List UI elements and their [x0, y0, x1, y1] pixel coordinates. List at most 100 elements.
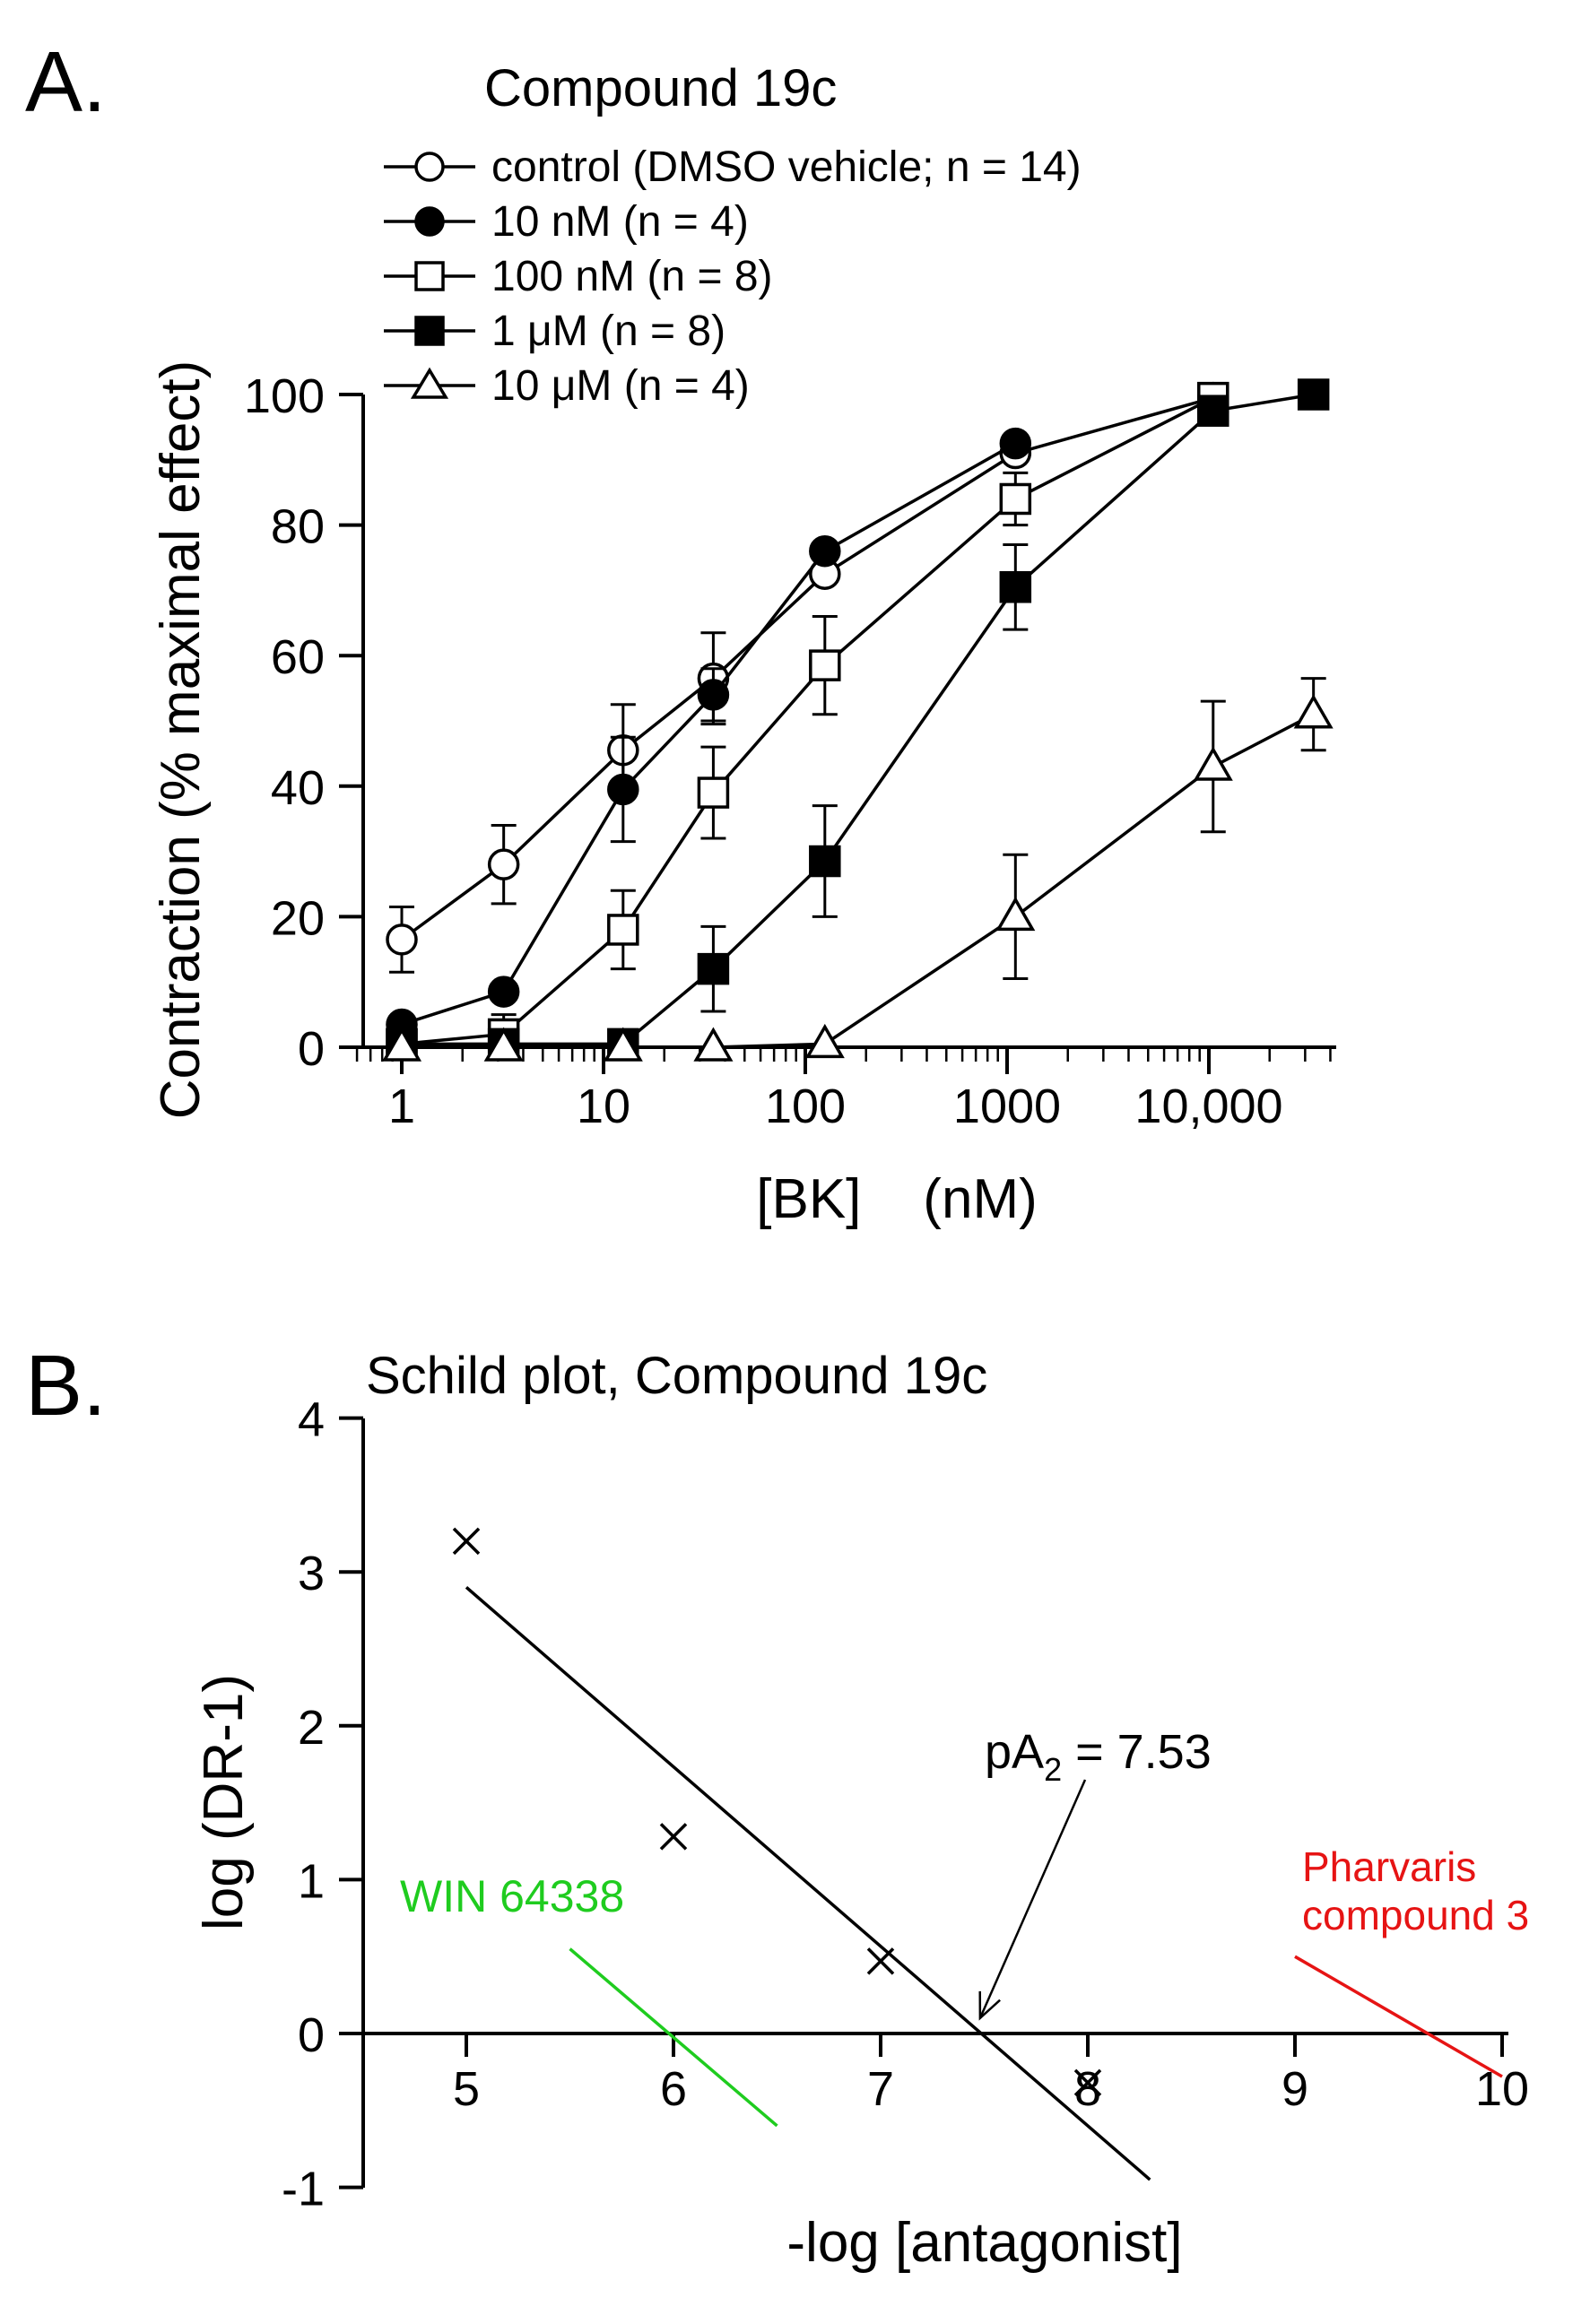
- pharvaris-label-line2: compound 3: [1302, 1892, 1529, 1938]
- y-tick-label: 20: [271, 891, 325, 945]
- data-point: [487, 976, 520, 1008]
- pa2-subscript: 2: [1044, 1751, 1062, 1788]
- y-tick-label: -1: [282, 2163, 325, 2216]
- panel-a: A. Compound 19c control (DMSO vehicle; n…: [25, 34, 1336, 1230]
- y-tick-label: 0: [298, 2008, 325, 2062]
- data-point: [999, 482, 1032, 516]
- y-tick-label: 3: [298, 1547, 325, 1600]
- data-point: [381, 1027, 422, 1062]
- x-tick-label: 7: [867, 2062, 894, 2116]
- legend-entry: 100 nM (n = 8): [384, 253, 773, 300]
- data-point: [1193, 746, 1233, 781]
- panel-a-series: [381, 378, 1334, 1062]
- x-tick-label: 10: [577, 1080, 630, 1133]
- pa2-text: pA: [985, 1725, 1044, 1779]
- y-tick-label: 60: [271, 630, 325, 684]
- legend-entry: 10 μM (n = 4): [384, 362, 750, 410]
- data-point: [1293, 694, 1334, 729]
- x-tick-label: 8: [1074, 2062, 1101, 2116]
- data-point: [697, 952, 730, 985]
- win64338-label: WIN 64338: [400, 1871, 624, 1921]
- series: [386, 427, 1032, 1041]
- series: [386, 378, 1330, 1061]
- y-tick-label: 40: [271, 761, 325, 815]
- data-point: [809, 534, 841, 568]
- panel-b-x-label: -log [antagonist]: [786, 2212, 1182, 2274]
- pa2-arrow: [978, 1779, 1087, 2019]
- panel-b-title: Schild plot, Compound 19c: [366, 1347, 987, 1405]
- series-line: [402, 713, 1315, 1049]
- panel-b-ticks: -1 0 1 2 3 4 5 6 7 8 9 10: [282, 1393, 1529, 2216]
- x-tick-label: 1: [388, 1080, 415, 1133]
- pharvaris-line: [1294, 1955, 1503, 2078]
- legend-entry: 10 nM (n = 4): [384, 198, 749, 246]
- y-tick-label: 100: [244, 369, 325, 423]
- y-tick-label: 2: [298, 1701, 325, 1755]
- y-tick-label: 4: [298, 1393, 325, 1447]
- data-point: [487, 848, 520, 880]
- data-point: [866, 1947, 895, 1975]
- data-point: [804, 1023, 845, 1059]
- data-point: [452, 1527, 481, 1556]
- data-point: [809, 649, 841, 681]
- series: [386, 381, 1229, 1061]
- x-tick-label: 5: [453, 2062, 480, 2116]
- panel-a-x-label: [BK] (nM): [756, 1168, 1037, 1230]
- data-point: [659, 1823, 688, 1851]
- x-tick-label: 10,000: [1134, 1080, 1282, 1133]
- win64338-line: [569, 1947, 778, 2128]
- data-point: [995, 896, 1036, 932]
- x-tick-label: 6: [660, 2062, 687, 2116]
- data-point: [1297, 378, 1330, 411]
- x-marker-stroke: [659, 1823, 688, 1851]
- data-point: [999, 427, 1032, 460]
- schild-fit-line: [465, 1586, 1151, 2181]
- data-point: [607, 914, 639, 946]
- pa2-value: = 7.53: [1062, 1725, 1212, 1779]
- panel-b-y-label: log (DR-1): [193, 1674, 255, 1930]
- data-point: [1073, 2068, 1102, 2097]
- data-point: [809, 845, 841, 878]
- x-tick-label: 10: [1475, 2062, 1529, 2116]
- x-marker-stroke: [866, 1947, 895, 1975]
- legend-label: 10 μM (n = 4): [491, 362, 750, 410]
- pa2-annotation: pA2 = 7.53: [985, 1725, 1212, 1788]
- series: [386, 381, 1229, 974]
- pa2-arrowhead: [978, 1990, 1001, 2021]
- series-line: [401, 442, 1017, 1027]
- series: [381, 677, 1334, 1062]
- data-point: [603, 1027, 643, 1062]
- legend-entry: control (DMSO vehicle; n = 14): [384, 143, 1082, 191]
- panel-a-title: Compound 19c: [484, 59, 837, 117]
- legend-label: control (DMSO vehicle; n = 14): [491, 143, 1082, 191]
- x-tick-label: 100: [765, 1080, 846, 1133]
- data-point: [697, 776, 730, 809]
- panel-b: B. Schild plot, Compound 19c -1 0 1 2 3 4 5 6 7 8…: [25, 1338, 1529, 2274]
- panel-a-ticks: 0 20 40 60 80 100 1 10 100 1000 10,000: [244, 369, 1332, 1133]
- x-tick-label: 9: [1282, 2062, 1308, 2116]
- x-marker-stroke: [1073, 2068, 1102, 2097]
- y-tick-label: 0: [298, 1022, 325, 1076]
- series-line: [401, 396, 1214, 1046]
- panel-b-label: B.: [25, 1338, 107, 1434]
- panel-a-y-label: Contraction (% maximal effect): [150, 360, 212, 1119]
- x-marker-stroke: [452, 1527, 481, 1556]
- data-point: [693, 1027, 734, 1062]
- legend-entry: 1 μM (n = 8): [384, 308, 725, 355]
- series-line: [402, 393, 1314, 1046]
- y-tick-label: 80: [271, 500, 325, 554]
- data-point: [999, 571, 1032, 603]
- pharvaris-label: Pharvaris: [1302, 1843, 1476, 1890]
- x-tick-label: 1000: [953, 1080, 1061, 1133]
- data-point: [1197, 395, 1229, 427]
- legend-label: 1 μM (n = 8): [491, 308, 725, 355]
- panel-a-legend: control (DMSO vehicle; n = 14) 10 nM (n …: [384, 143, 1082, 410]
- legend-label: 100 nM (n = 8): [491, 253, 773, 300]
- data-point: [386, 924, 418, 956]
- panel-a-label: A.: [25, 34, 107, 130]
- data-point: [483, 1027, 524, 1062]
- y-tick-label: 1: [298, 1854, 325, 1908]
- legend-label: 10 nM (n = 4): [491, 198, 749, 246]
